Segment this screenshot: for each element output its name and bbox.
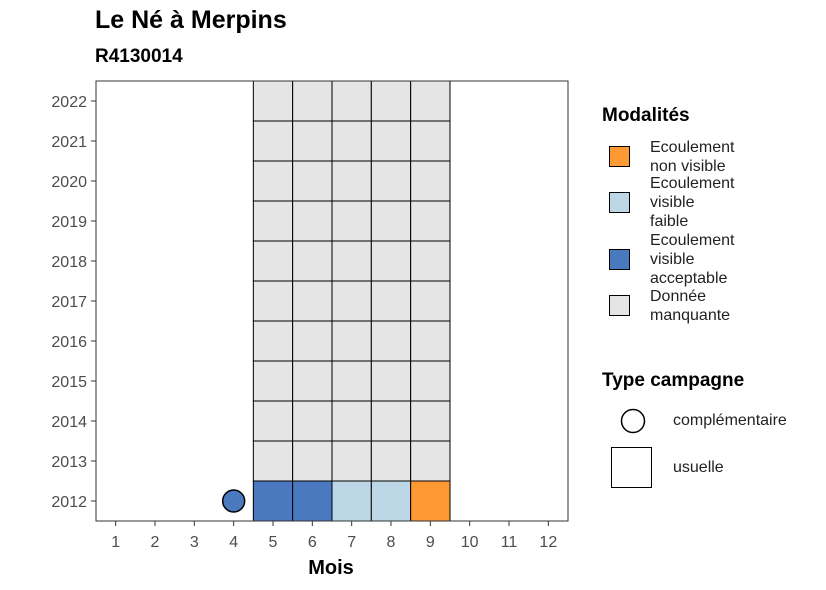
heatmap-cell-2012-7 [331,480,372,522]
heatmap-cell-2016-9 [410,320,451,362]
heatmap-cell-2019-8 [370,200,412,242]
heatmap-cell-2017-8 [370,280,412,322]
cells-layer [221,80,451,522]
heatmap-cell-2012-6 [292,480,333,522]
heatmap-cell-2021-9 [410,120,451,162]
heatmap-cell-2019-5 [252,200,294,242]
legend-type-label-usuelle: usuelle [673,459,724,476]
y-tick-label: 2012 [51,494,87,511]
heatmap-cell-2022-6 [292,80,333,122]
heatmap-cell-2018-8 [370,240,412,282]
heatmap-cell-2016-5 [252,320,294,362]
heatmap-cell-2012-8 [370,480,412,522]
legend-label-non_visible: Ecoulement non visible [650,139,735,175]
heatmap-cell-2017-5 [252,280,294,322]
x-tick-label: 10 [461,534,479,551]
heatmap-cell-2015-6 [292,360,333,402]
legend-swatch-manquante [609,295,630,316]
y-tick-label: 2017 [51,294,87,311]
x-tick-label: 11 [501,534,518,551]
x-tick-label: 9 [426,534,435,551]
heatmap-cell-2019-6 [292,200,333,242]
heatmap-cell-2013-6 [292,440,333,482]
y-tick-label: 2013 [51,454,87,471]
heatmap-cell-2021-7 [331,120,372,162]
x-tick-label: 8 [387,534,396,551]
legend-label-visible_faible: Ecoulement visible faible [650,175,735,230]
y-tick-label: 2015 [51,374,87,391]
heatmap-cell-2012-9 [410,480,451,522]
heatmap-cell-2020-7 [331,160,372,202]
heatmap-cell-2015-5 [252,360,294,402]
y-tick-label: 2020 [51,174,87,191]
heatmap-cell-2021-6 [292,120,333,162]
x-tick-label: 3 [190,534,199,551]
legend-modalites-title: Modalités [602,105,690,126]
y-tick-label: 2018 [51,254,87,271]
heatmap-cell-2021-8 [370,120,412,162]
heatmap-cell-2013-9 [410,440,451,482]
axes-layer: 1 2 3 4 5 6 7 8 9 10 11 122012201320142015201620172… [51,94,557,551]
heatmap-cell-2013-8 [370,440,412,482]
chart-title: Le Né à Merpins [95,6,287,34]
heatmap-cell-2017-9 [410,280,451,322]
legend-label-visible_acceptable: Ecoulement visible acceptable [650,232,735,287]
legend-swatch-visible_faible [609,192,630,213]
heatmap-cell-2019-9 [410,200,451,242]
heatmap-cell-2022-8 [370,80,412,122]
heatmap-cell-2021-5 [252,120,294,162]
heatmap-cell-2019-7 [331,200,372,242]
heatmap-cell-2020-5 [252,160,294,202]
heatmap-cell-2020-8 [370,160,412,202]
y-tick-label: 2022 [51,94,87,111]
heatmap-cell-2016-7 [331,320,372,362]
x-tick-label: 5 [269,534,278,551]
heatmap-cell-2016-6 [292,320,333,362]
heatmap-cell-2014-5 [252,400,294,442]
heatmap-cell-2013-7 [331,440,372,482]
heatmap-cell-2012-5 [252,480,294,522]
x-tick-label: 4 [229,534,238,551]
circle-icon [620,408,646,434]
heatmap-cell-2014-6 [292,400,333,442]
heatmap-cell-2014-9 [410,400,451,442]
heatmap-cell-2017-6 [292,280,333,322]
y-tick-label: 2016 [51,334,87,351]
heatmap-cell-2018-6 [292,240,333,282]
x-tick-label: 7 [347,534,356,551]
heatmap-cell-2018-9 [410,240,451,282]
heatmap-cell-2015-7 [331,360,372,402]
legend-type-title: Type campagne [602,370,745,391]
x-tick-label: 2 [151,534,160,551]
x-axis-title: Mois [308,557,354,579]
legend-label-manquante: Donnée manquante [650,288,731,324]
x-tick-label: 1 [111,534,120,551]
heatmap-cell-2014-7 [331,400,372,442]
heatmap-cell-2013-5 [252,440,294,482]
heatmap-cell-2018-5 [252,240,294,282]
heatmap-cell-2022-7 [331,80,372,122]
y-tick-label: 2021 [51,134,87,151]
legend-type-label-complementaire: complémentaire [673,412,787,429]
x-tick-label: 12 [539,534,557,551]
y-tick-label: 2014 [51,414,87,431]
heatmap-cell-2022-9 [410,80,451,122]
heatmap-cell-2015-8 [370,360,412,402]
chart-subtitle: R4130014 [95,46,183,67]
heatmap-cell-2020-9 [410,160,451,202]
heatmap-cell-2022-5 [252,80,294,122]
y-tick-label: 2019 [51,214,87,231]
legend-swatch-non_visible [609,146,630,167]
heatmap-cell-2017-7 [331,280,372,322]
heatmap-cell-2015-9 [410,360,451,402]
heatmap-cell-2018-7 [331,240,372,282]
legend-swatch-visible_acceptable [609,249,630,270]
heatmap-cell-2014-8 [370,400,412,442]
heatmap-cell-2016-8 [370,320,412,362]
heatmap-cell-2020-6 [292,160,333,202]
heatmap-point-2012-4 [221,489,246,513]
x-tick-label: 6 [308,534,317,551]
square-icon [611,447,652,488]
